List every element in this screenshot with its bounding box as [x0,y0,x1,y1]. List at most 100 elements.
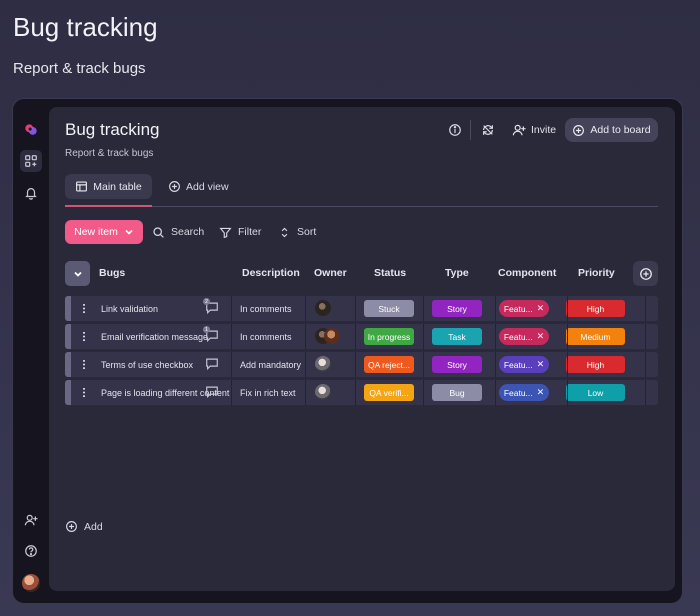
table-row[interactable]: Email verification message 1 In comments In… [65,324,658,349]
cell-divider [567,352,568,377]
status-label[interactable]: Stuck [364,300,414,317]
add-to-board-button[interactable]: Add to board [565,118,658,142]
sync-icon[interactable] [479,121,497,139]
tab-divider [65,206,658,207]
left-rail [13,99,49,603]
logo-icon[interactable] [20,119,42,141]
owner-avatar[interactable] [315,300,331,316]
sort-icon [281,227,288,237]
column-header-type[interactable]: Type [445,267,469,279]
cell-divider [645,380,646,405]
column-header-bugs[interactable]: Bugs [99,267,126,279]
group-collapse-button[interactable] [65,261,90,286]
component-label: Featu... [503,303,533,314]
cell-divider [231,296,232,321]
bug-name[interactable]: Page is loading different content [101,387,230,398]
more-vertical-icon[interactable] [82,380,86,405]
close-icon[interactable]: ✕ [536,359,545,369]
group-color-stripe [65,380,71,405]
chevron-down-icon [73,271,82,277]
owner-avatar[interactable] [324,328,340,344]
cell-divider [645,324,646,349]
type-label[interactable]: Story [432,300,482,317]
description[interactable]: Add mandatory [240,359,302,370]
component-tag[interactable]: Featu... ✕ [499,300,549,317]
filter-label: Filter [238,226,262,238]
comment-icon[interactable] [205,385,221,399]
column-header-priority[interactable]: Priority [578,267,615,279]
description[interactable]: In comments [240,331,292,342]
column-header-status[interactable]: Status [374,267,407,279]
help-icon[interactable] [20,540,42,562]
type-label[interactable]: Bug [432,384,482,401]
bell-icon[interactable] [20,182,42,204]
sort-button[interactable]: Sort [278,220,316,244]
column-header-component[interactable]: Component [498,267,557,279]
priority-label[interactable]: Low [566,384,625,401]
new-item-button[interactable]: New item [65,220,143,244]
plus-circle-icon [639,267,652,280]
app-window: Bug tracking Report & track bugs Invite … [12,98,683,604]
plus-circle-icon [573,124,585,136]
comment-icon[interactable]: 2 [203,298,221,315]
cell-divider [567,380,568,405]
comment-icon[interactable] [205,357,221,371]
owner-avatar[interactable] [315,356,331,372]
bug-name[interactable]: Terms of use checkbox [101,359,194,370]
tab-main-table[interactable]: Main table [65,174,152,199]
tab-add-view[interactable]: Add view [168,174,229,199]
plus-circle-icon [66,521,77,532]
type-label[interactable]: Story [432,356,482,373]
add-user-icon[interactable] [20,509,42,531]
table-row[interactable]: Terms of use checkbox Add mandatory QA rej… [65,352,658,377]
chevron-down-icon [125,229,133,235]
status-label[interactable]: In progress [364,328,414,345]
search-icon [153,226,164,238]
description[interactable]: In comments [240,303,292,314]
add-column-button[interactable] [633,261,658,286]
priority-label[interactable]: Medium [566,328,625,345]
status-label[interactable]: QA reject... [364,356,414,373]
column-header-owner[interactable]: Owner [314,267,347,279]
table-row[interactable]: Link validation 2 In comments Stuck Story Fea… [65,296,658,321]
board: Bug tracking Report & track bugs Invite … [49,107,675,591]
comment-icon[interactable]: 1 [203,326,221,343]
active-tab-indicator [65,205,152,207]
close-icon[interactable]: ✕ [536,331,545,341]
group-color-stripe [65,296,71,321]
more-vertical-icon[interactable] [82,296,86,321]
close-icon[interactable]: ✕ [536,387,545,397]
filter-icon [219,227,232,238]
component-tag[interactable]: Featu... ✕ [499,384,549,401]
more-vertical-icon[interactable] [82,352,86,377]
bug-name[interactable]: Email verification message [101,331,209,342]
component-tag[interactable]: Featu... ✕ [499,356,549,373]
cell-divider [495,380,496,405]
filter-button[interactable]: Filter [219,220,261,244]
board-title: Bug tracking [65,120,160,139]
type-label[interactable]: Task [432,328,482,345]
column-header-description[interactable]: Description [242,267,300,279]
description[interactable]: Fix in rich text [240,387,296,398]
cell-divider [567,324,568,349]
cell-divider [305,296,306,321]
invite-button[interactable]: Invite [512,121,556,139]
cell-divider [231,324,232,349]
cell-divider [305,352,306,377]
owner-avatar[interactable] [315,384,331,400]
priority-label[interactable]: High [566,356,625,373]
apps-icon[interactable] [20,150,42,172]
info-icon[interactable] [446,121,464,139]
board-subtitle: Report & track bugs [65,148,154,159]
search-button[interactable]: Search [152,220,204,244]
component-tag[interactable]: Featu... ✕ [499,328,549,345]
add-item-button[interactable]: Add [65,520,103,533]
cell-divider [355,352,356,377]
bug-name[interactable]: Link validation [101,303,159,314]
close-icon[interactable]: ✕ [536,303,545,313]
table-row[interactable]: Page is loading different content Fix in … [65,380,658,405]
status-label[interactable]: QA verifi... [364,384,414,401]
more-vertical-icon[interactable] [82,324,86,349]
priority-label[interactable]: High [566,300,625,317]
avatar[interactable] [20,572,42,594]
